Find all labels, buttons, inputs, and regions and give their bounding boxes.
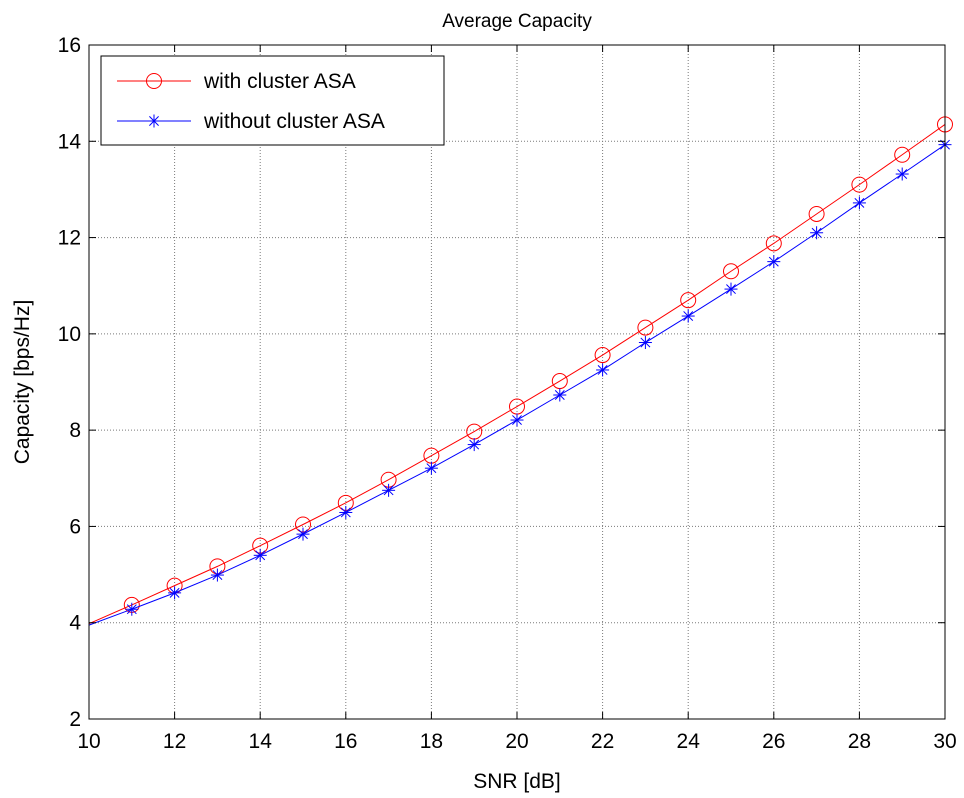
asterisk-stroke [768,256,779,267]
data-point-circle [851,176,868,193]
data-point-circle [765,235,782,252]
asterisk-stroke [811,227,822,238]
series-layer [88,116,953,626]
y-tick-label: 4 [69,612,81,635]
data-point-circle [894,146,911,163]
asterisk-stroke [469,439,480,450]
asterisk-stroke [640,337,651,348]
data-point-asterisk [253,548,267,562]
y-tick-label: 16 [58,34,81,57]
data-point-circle [146,73,162,89]
y-tick-label: 8 [69,419,81,442]
legend: with cluster ASA without cluster ASA [100,55,445,146]
y-tick-label: 10 [58,323,81,346]
x-tick-label: 22 [591,730,614,753]
asterisk-stroke [512,415,522,425]
x-axis-label: SNR [dB] [473,770,561,793]
data-point-circle [680,292,697,309]
y-tick-label: 12 [58,227,81,250]
legend-label: with cluster ASA [203,70,356,93]
asterisk-stroke [383,485,394,496]
y-tick-label: 6 [69,515,81,538]
data-point-asterisk [553,388,567,402]
asterisk-stroke [149,116,159,126]
data-point-asterisk [424,461,438,475]
x-tick-label: 18 [420,730,443,753]
data-point-circle [723,263,739,280]
asterisk-stroke [255,550,266,561]
x-tick-label: 24 [677,730,701,753]
data-point-asterisk [168,586,182,600]
data-point-asterisk [467,438,481,452]
asterisk-stroke [683,311,694,321]
asterisk-stroke [340,507,351,518]
data-point-asterisk [210,568,224,582]
data-point-asterisk [339,505,353,519]
x-tick-label: 10 [77,730,100,753]
asterisk-stroke [597,365,608,375]
legend-item: with cluster ASA [117,70,356,93]
asterisk-stroke [897,169,908,179]
y-tick-label: 2 [69,708,81,731]
asterisk-stroke [554,390,565,400]
data-point-circle [637,319,654,336]
asterisk-stroke [298,529,308,540]
data-point-asterisk [852,196,866,210]
chart-title: Average Capacity [442,11,592,32]
data-point-asterisk [638,336,652,350]
y-axis-label: Capacity [bps/Hz] [11,300,34,465]
data-point-asterisk [382,483,396,497]
x-tick-label: 30 [933,730,956,753]
data-point-asterisk [510,413,524,427]
asterisk-stroke [426,463,437,474]
legend-item: without cluster ASA [117,110,385,133]
data-point-asterisk [724,282,738,296]
asterisk-stroke [854,197,865,208]
asterisk-stroke [126,604,137,615]
data-point-asterisk [681,309,695,323]
legend-box [100,55,445,146]
data-point-circle [594,347,611,364]
data-point-asterisk [767,255,781,269]
series-line [88,124,946,625]
data-point-circle [808,205,825,222]
data-point-asterisk [810,226,824,240]
data-point-asterisk [296,527,310,541]
x-tick-label: 28 [848,730,871,753]
series-without-cluster-asa [88,138,952,626]
data-point-asterisk [895,167,909,181]
data-point-asterisk [147,114,161,128]
x-tick-label: 26 [762,730,785,753]
legend-label: without cluster ASA [203,110,385,133]
data-point-asterisk [596,363,610,377]
asterisk-stroke [169,587,180,598]
x-tick-label: 20 [505,730,528,753]
asterisk-stroke [212,570,223,581]
x-tick-label: 12 [163,730,186,753]
data-point-asterisk [125,602,139,616]
grid [89,45,945,719]
x-tick-label: 16 [334,730,357,753]
asterisk-stroke [726,284,736,295]
y-tick-label: 14 [58,130,82,153]
x-tick-label: 14 [249,730,273,753]
